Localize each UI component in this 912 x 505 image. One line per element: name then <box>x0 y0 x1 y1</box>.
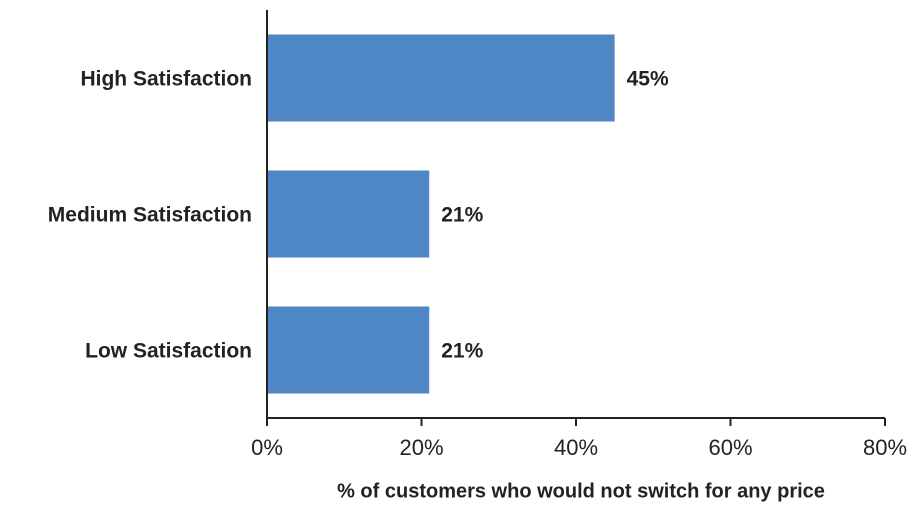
y-tick-label: Low Satisfaction <box>85 340 252 363</box>
x-tick-label: 0% <box>251 435 283 460</box>
x-tick-label: 20% <box>399 435 443 460</box>
x-tick-label: 60% <box>708 435 752 460</box>
value-label: 21% <box>441 340 483 363</box>
x-tick-label: 80% <box>863 435 907 460</box>
value-label: 45% <box>627 68 669 91</box>
y-tick-label: High Satisfaction <box>80 68 252 91</box>
x-tick-label: 40% <box>554 435 598 460</box>
x-axis-title: % of customers who would not switch for … <box>337 480 825 502</box>
bar <box>267 170 430 258</box>
y-tick-label: Medium Satisfaction <box>48 204 252 227</box>
bar <box>267 34 615 122</box>
bar <box>267 306 430 394</box>
value-label: 21% <box>441 204 483 227</box>
